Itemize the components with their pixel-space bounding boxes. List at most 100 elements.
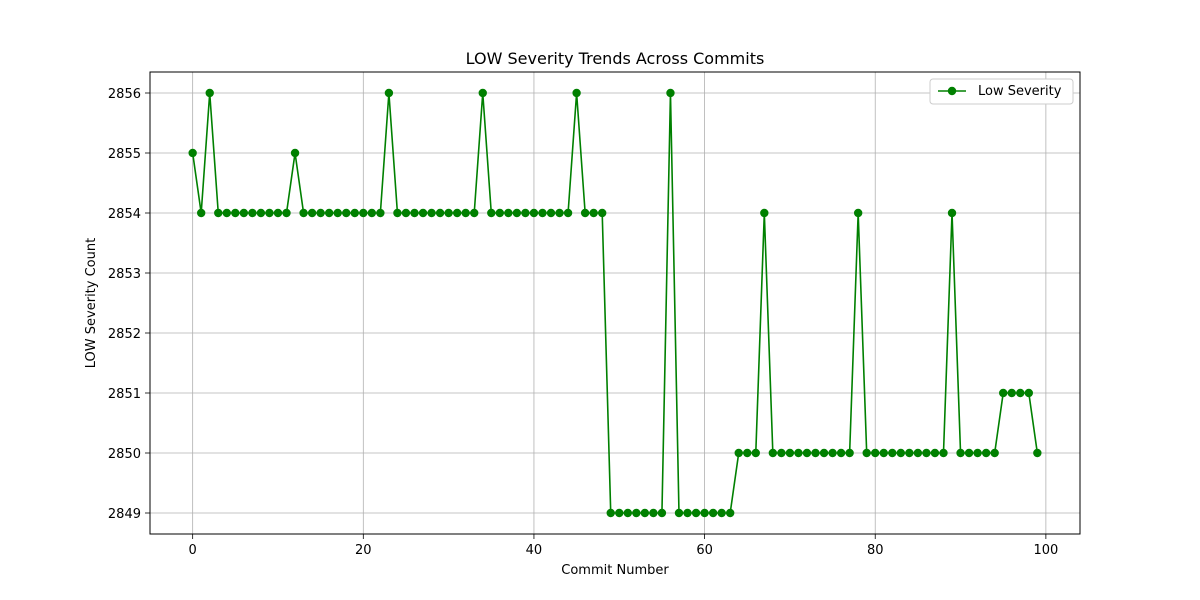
data-point: [214, 208, 223, 218]
data-point: [973, 448, 982, 458]
data-point: [1024, 388, 1034, 398]
y-tick-label: 2853: [108, 267, 141, 282]
data-point: [606, 508, 615, 518]
data-point: [444, 208, 453, 218]
data-point: [324, 208, 334, 218]
data-point: [751, 448, 760, 458]
data-point: [691, 508, 701, 518]
data-point: [495, 208, 505, 218]
data-point: [342, 208, 351, 218]
data-point: [410, 208, 419, 218]
data-point: [1007, 388, 1016, 398]
data-point: [990, 448, 999, 458]
data-point: [777, 448, 786, 458]
legend: Low Severity: [929, 78, 1074, 105]
data-point: [768, 448, 778, 458]
data-point: [256, 208, 266, 218]
data-point: [657, 508, 667, 518]
x-tick-label: 60: [696, 543, 713, 558]
y-tick-label: 2854: [108, 207, 141, 222]
data-point: [922, 448, 931, 458]
x-tick-label: 40: [526, 543, 543, 558]
data-point: [367, 208, 377, 218]
data-point: [700, 508, 709, 518]
data-point: [307, 208, 317, 218]
data-point: [879, 448, 888, 458]
data-point: [580, 208, 590, 218]
data-point: [734, 448, 743, 458]
data-point: [981, 448, 991, 458]
data-point: [529, 208, 539, 218]
data-point: [538, 208, 547, 218]
data-point: [333, 208, 342, 218]
data-point: [708, 508, 718, 518]
data-point: [632, 508, 641, 518]
data-point: [828, 448, 837, 458]
data-point: [853, 208, 863, 218]
data-point: [418, 208, 428, 218]
x-axis: 0 20 40 60 80 100: [189, 534, 1058, 558]
data-point: [290, 148, 300, 158]
y-axis-label: LOW Severity Count: [84, 238, 99, 368]
data-point: [196, 208, 206, 218]
data-point: [871, 448, 880, 458]
legend-marker-swatch: [947, 86, 957, 96]
data-point: [623, 508, 632, 518]
data-point: [359, 208, 368, 218]
data-point: [427, 208, 436, 218]
data-point: [384, 88, 394, 98]
data-point: [316, 208, 325, 218]
y-axis: 2849 2850 2851 2852 2853 2854 2855 2856: [108, 87, 150, 522]
data-point: [640, 508, 650, 518]
data-point: [401, 208, 411, 218]
data-point: [760, 208, 769, 218]
data-point: [939, 448, 948, 458]
data-point: [913, 448, 923, 458]
data-point: [376, 208, 385, 218]
data-point: [725, 508, 735, 518]
data-point: [598, 208, 607, 218]
data-point: [504, 208, 513, 218]
series-layer: [188, 88, 1042, 518]
data-point: [299, 208, 308, 218]
data-point: [282, 208, 291, 218]
data-point: [546, 208, 556, 218]
data-point: [674, 508, 684, 518]
data-point: [222, 208, 231, 218]
y-tick-label: 2852: [108, 327, 141, 342]
data-point: [888, 448, 897, 458]
data-point: [273, 208, 283, 218]
data-point: [478, 88, 487, 98]
data-point: [930, 448, 940, 458]
data-point: [248, 208, 257, 218]
series-line: [191, 92, 1039, 514]
data-point: [589, 208, 598, 218]
data-point: [487, 208, 496, 218]
x-tick-label: 0: [189, 543, 197, 558]
data-point: [512, 208, 522, 218]
data-point: [239, 208, 249, 218]
data-point: [435, 208, 445, 218]
data-point: [683, 508, 692, 518]
data-point: [836, 448, 846, 458]
data-point: [896, 448, 906, 458]
x-tick-label: 80: [867, 543, 884, 558]
y-tick-label: 2855: [108, 147, 141, 162]
legend-box: [929, 78, 1074, 105]
y-tick-label: 2849: [108, 507, 141, 522]
data-point: [811, 448, 820, 458]
data-point: [555, 208, 564, 218]
x-axis-label: Commit Number: [561, 563, 669, 578]
plot-area: [150, 72, 1080, 534]
data-point: [802, 448, 812, 458]
data-point: [563, 208, 573, 218]
data-point: [862, 448, 871, 458]
data-point: [1016, 388, 1025, 398]
y-tick-label: 2851: [108, 387, 141, 402]
data-point: [717, 508, 726, 518]
data-point: [785, 448, 795, 458]
data-point: [205, 88, 214, 98]
chart-title: LOW Severity Trends Across Commits: [466, 49, 765, 68]
data-point: [947, 208, 957, 218]
